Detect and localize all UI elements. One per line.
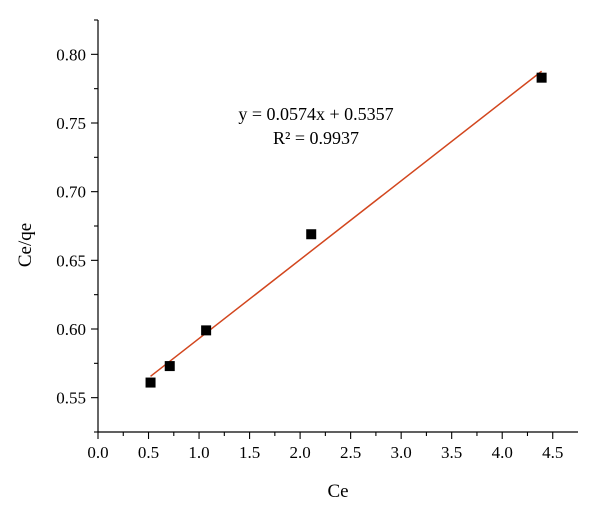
- equation-annotation: y = 0.0574x + 0.5357: [238, 104, 393, 124]
- y-tick-label: 0.65: [56, 251, 86, 270]
- data-point: [536, 72, 547, 83]
- y-tick-label: 0.70: [56, 183, 86, 202]
- data-points: [145, 72, 547, 388]
- x-tick-label: 4.5: [542, 443, 563, 462]
- y-tick-label: 0.55: [56, 389, 86, 408]
- x-tick-label: 0.5: [138, 443, 159, 462]
- x-tick-label: 3.5: [441, 443, 462, 462]
- fit-line: [150, 70, 543, 377]
- y-tick-label: 0.60: [56, 320, 86, 339]
- y-axis-title: Ce/qe: [15, 223, 36, 267]
- fit-line-group: [150, 70, 543, 377]
- x-axis-title: Ce: [327, 481, 348, 502]
- data-point: [145, 377, 156, 388]
- r-squared-annotation: R² = 0.9937: [273, 128, 359, 148]
- ticks: 0.0 0.5 1.0 1.5 2.0 2.5 3.0 3.5 4.0 4.5 0.55 0.60 0.…: [56, 19, 563, 462]
- x-tick-label: 2.0: [289, 443, 310, 462]
- x-tick-label: 2.5: [340, 443, 361, 462]
- x-tick-label: 0.0: [87, 443, 108, 462]
- data-point: [201, 325, 212, 336]
- x-tick-label: 1.5: [239, 443, 260, 462]
- x-tick-label: 3.0: [391, 443, 412, 462]
- data-point: [164, 361, 175, 372]
- x-tick-label: 1.0: [188, 443, 209, 462]
- data-point: [306, 229, 317, 240]
- y-tick-label: 0.80: [56, 45, 86, 64]
- y-tick-label: 0.75: [56, 114, 86, 133]
- x-tick-label: 4.0: [492, 443, 513, 462]
